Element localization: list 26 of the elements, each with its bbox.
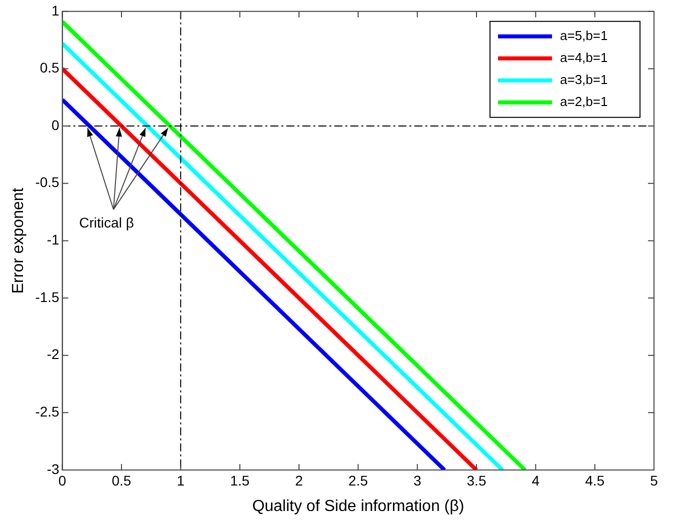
legend-label: a=5,b=1 [560, 28, 608, 43]
y-tick-label: -1.5 [35, 288, 60, 305]
x-tick-label: 1.5 [230, 472, 250, 488]
y-tick-label: 0 [52, 116, 60, 133]
x-tick-label: 1 [176, 472, 185, 488]
x-tick-label: 3 [413, 472, 422, 488]
y-tick-label: 0.5 [40, 60, 60, 76]
x-axis-title: Quality of Side information (β) [252, 498, 464, 515]
legend-label: a=2,b=1 [560, 94, 608, 109]
annotation: Critical β [79, 214, 134, 230]
x-tick-label: 2 [295, 472, 304, 488]
x-tick-label: 5 [650, 472, 658, 488]
x-tick-label: 4.5 [585, 472, 605, 488]
x-tick-label: 2.5 [348, 472, 368, 488]
y-tick-label: -1 [46, 232, 60, 248]
legend-label: a=3,b=1 [560, 72, 608, 87]
y-tick-label: 1 [52, 2, 60, 18]
x-tick-label: 4 [532, 472, 540, 488]
y-axis-title: Error exponent [10, 187, 28, 294]
y-tick-label: -0.5 [35, 174, 60, 190]
x-tick-label: 0.5 [112, 472, 132, 488]
x-tick-label: 3.5 [466, 472, 486, 488]
legend-label: a=4,b=1 [560, 50, 608, 65]
y-tick-label: -2.5 [35, 404, 60, 420]
y-tick-label: -3 [46, 460, 60, 477]
y-tick-label: -2 [46, 346, 60, 362]
